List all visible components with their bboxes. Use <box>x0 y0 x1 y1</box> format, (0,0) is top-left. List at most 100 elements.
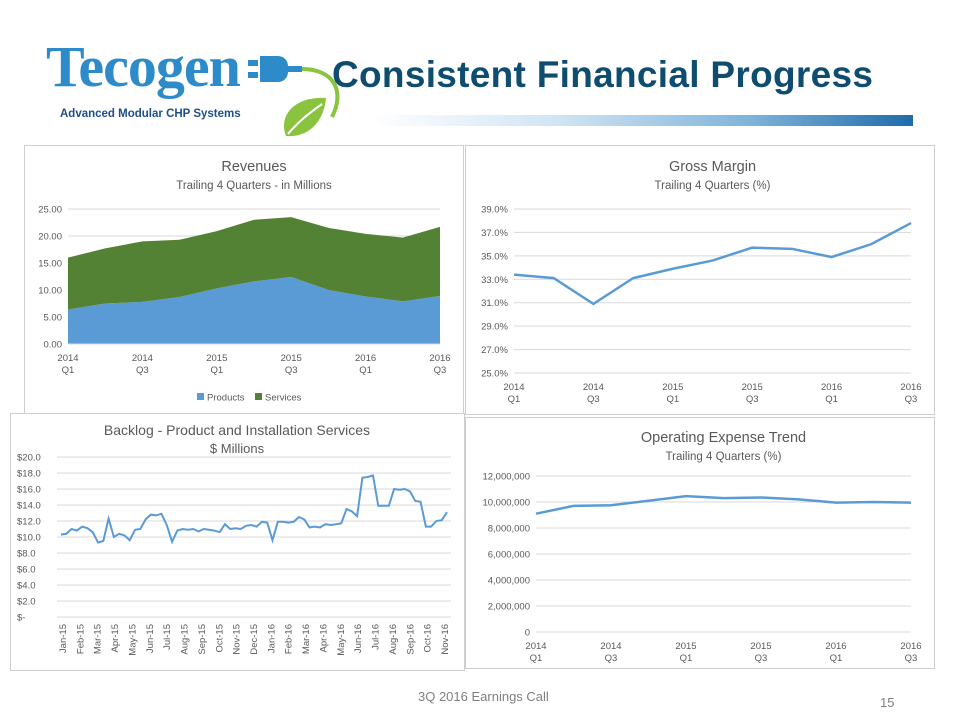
y-tick-label: $- <box>17 613 25 624</box>
x-tick-label: Mar-16 <box>301 624 312 654</box>
x-tick-label: Q1 <box>62 365 75 376</box>
y-tick-label: 33.0% <box>481 275 508 286</box>
chart-subtitle: Trailing 4 Quarters (%) <box>666 451 782 463</box>
y-tick-label: 0 <box>525 628 530 639</box>
y-tick-label: $2.0 <box>17 597 36 608</box>
x-tick-label: Feb-15 <box>75 624 86 654</box>
tecogen-logo: Tecogen Advanced Modular CHP Systems <box>46 34 340 138</box>
chart-title: Revenues <box>221 159 286 175</box>
x-tick-label: May-16 <box>336 624 347 656</box>
revenues-chart-panel: Revenues Trailing 4 Quarters - in Million… <box>24 145 464 415</box>
x-tick-label: Jan-16 <box>266 624 277 653</box>
gross-margin-chart: Gross Margin Trailing 4 Quarters (%) 25.0%… <box>481 159 922 405</box>
y-tick-label: $8.0 <box>17 549 36 560</box>
x-tick-label: 2016 <box>900 641 921 652</box>
y-tick-label: 25.0% <box>481 369 508 380</box>
x-tick-label: 2016 <box>821 382 842 393</box>
y-tick-label: $6.0 <box>17 565 36 576</box>
title-underline-bar <box>372 115 913 126</box>
x-tick-label: Oct-16 <box>423 624 434 653</box>
y-tick-label: 12,000,000 <box>482 472 530 483</box>
x-tick-label: 2014 <box>600 641 621 652</box>
x-tick-label: Q1 <box>210 365 223 376</box>
x-tick-label: Jul-16 <box>371 624 382 650</box>
x-tick-label: May-15 <box>127 624 138 656</box>
legend-swatch-products <box>197 393 204 400</box>
page-title: Consistent Financial Progress <box>332 54 874 95</box>
backlog-chart-panel: Backlog - Product and Installation Servi… <box>10 413 465 671</box>
legend-label-products: Products <box>207 393 245 404</box>
x-tick-label: 2015 <box>206 353 227 364</box>
x-tick-label: 2016 <box>900 382 921 393</box>
logo-wordmark: Tecogen <box>46 34 241 99</box>
x-tick-label: Q1 <box>530 653 543 664</box>
x-tick-label: Q3 <box>285 365 298 376</box>
x-tick-label: Apr-16 <box>318 624 329 653</box>
chart-title: Gross Margin <box>669 159 756 175</box>
series-line-gross-margin <box>513 221 912 306</box>
y-tick-label: 4,000,000 <box>488 576 530 587</box>
gross-margin-chart-panel: Gross Margin Trailing 4 Quarters (%) 25.0%… <box>465 145 935 415</box>
chart-title: Operating Expense Trend <box>641 430 806 446</box>
page-number: 15 <box>880 695 895 710</box>
x-tick-label: Q3 <box>905 653 918 664</box>
x-tick-label: Aug-15 <box>180 624 191 655</box>
x-tick-label: Jan-15 <box>58 624 69 653</box>
y-tick-label: 10.00 <box>38 286 62 297</box>
x-tick-label: 2014 <box>132 353 153 364</box>
x-tick-label: Mar-15 <box>93 624 104 654</box>
x-tick-label: Q3 <box>605 653 618 664</box>
x-tick-label: Q3 <box>905 394 918 405</box>
x-tick-label: 2015 <box>742 382 763 393</box>
backlog-chart: Backlog - Product and Installation Servi… <box>17 422 451 656</box>
chart-subtitle: $ Millions <box>210 441 265 456</box>
x-tick-label: 2015 <box>662 382 683 393</box>
x-tick-label: 2014 <box>583 382 604 393</box>
x-tick-label: Q3 <box>136 365 149 376</box>
x-tick-label: Q1 <box>666 394 679 405</box>
chart-subtitle: Trailing 4 Quarters - in Millions <box>176 180 332 192</box>
x-tick-label: Q3 <box>746 394 759 405</box>
x-tick-label: Aug-16 <box>388 624 399 655</box>
x-tick-label: 2014 <box>57 353 78 364</box>
y-tick-label: 15.00 <box>38 259 62 270</box>
area-services <box>68 217 440 310</box>
y-tick-label: 20.00 <box>38 232 62 243</box>
y-tick-label: 31.0% <box>481 298 508 309</box>
y-tick-label: 25.00 <box>38 205 62 216</box>
x-tick-label: 2015 <box>675 641 696 652</box>
y-tick-label: $12.0 <box>17 517 41 528</box>
x-tick-label: 2015 <box>281 353 302 364</box>
x-tick-label: Q1 <box>825 394 838 405</box>
x-tick-label: Jul-15 <box>162 624 173 650</box>
y-tick-label: 8,000,000 <box>488 524 530 535</box>
x-tick-label: Sep-15 <box>197 624 208 655</box>
x-tick-label: Nov-15 <box>232 624 243 655</box>
x-tick-label: Dec-15 <box>249 624 260 655</box>
x-tick-label: Q3 <box>587 394 600 405</box>
y-tick-label: 6,000,000 <box>488 550 530 561</box>
x-tick-label: Feb-16 <box>284 624 295 654</box>
y-tick-label: $16.0 <box>17 485 41 496</box>
legend-swatch-services <box>255 393 262 400</box>
series-line-backlog <box>60 474 448 545</box>
legend-label-services: Services <box>265 393 302 404</box>
y-tick-label: 10,000,000 <box>482 498 530 509</box>
x-tick-label: 2014 <box>525 641 546 652</box>
y-tick-label: 29.0% <box>481 322 508 333</box>
y-tick-label: 5.00 <box>44 313 63 324</box>
logo-tagline: Advanced Modular CHP Systems <box>60 108 241 120</box>
y-tick-label: $18.0 <box>17 469 41 480</box>
x-tick-label: 2014 <box>503 382 524 393</box>
x-tick-label: Q1 <box>508 394 521 405</box>
x-tick-label: Q3 <box>434 365 447 376</box>
opex-chart-panel: Operating Expense Trend Trailing 4 Quarte… <box>465 417 935 669</box>
x-tick-label: Nov-16 <box>440 624 451 655</box>
chart-title: Backlog - Product and Installation Servi… <box>104 422 370 438</box>
x-tick-label: 2016 <box>429 353 450 364</box>
x-tick-label: Jun-16 <box>353 624 364 653</box>
area-products <box>68 277 440 344</box>
y-tick-label: 27.0% <box>481 345 508 356</box>
y-tick-label: $20.0 <box>17 453 41 464</box>
x-tick-label: Oct-15 <box>214 624 225 653</box>
